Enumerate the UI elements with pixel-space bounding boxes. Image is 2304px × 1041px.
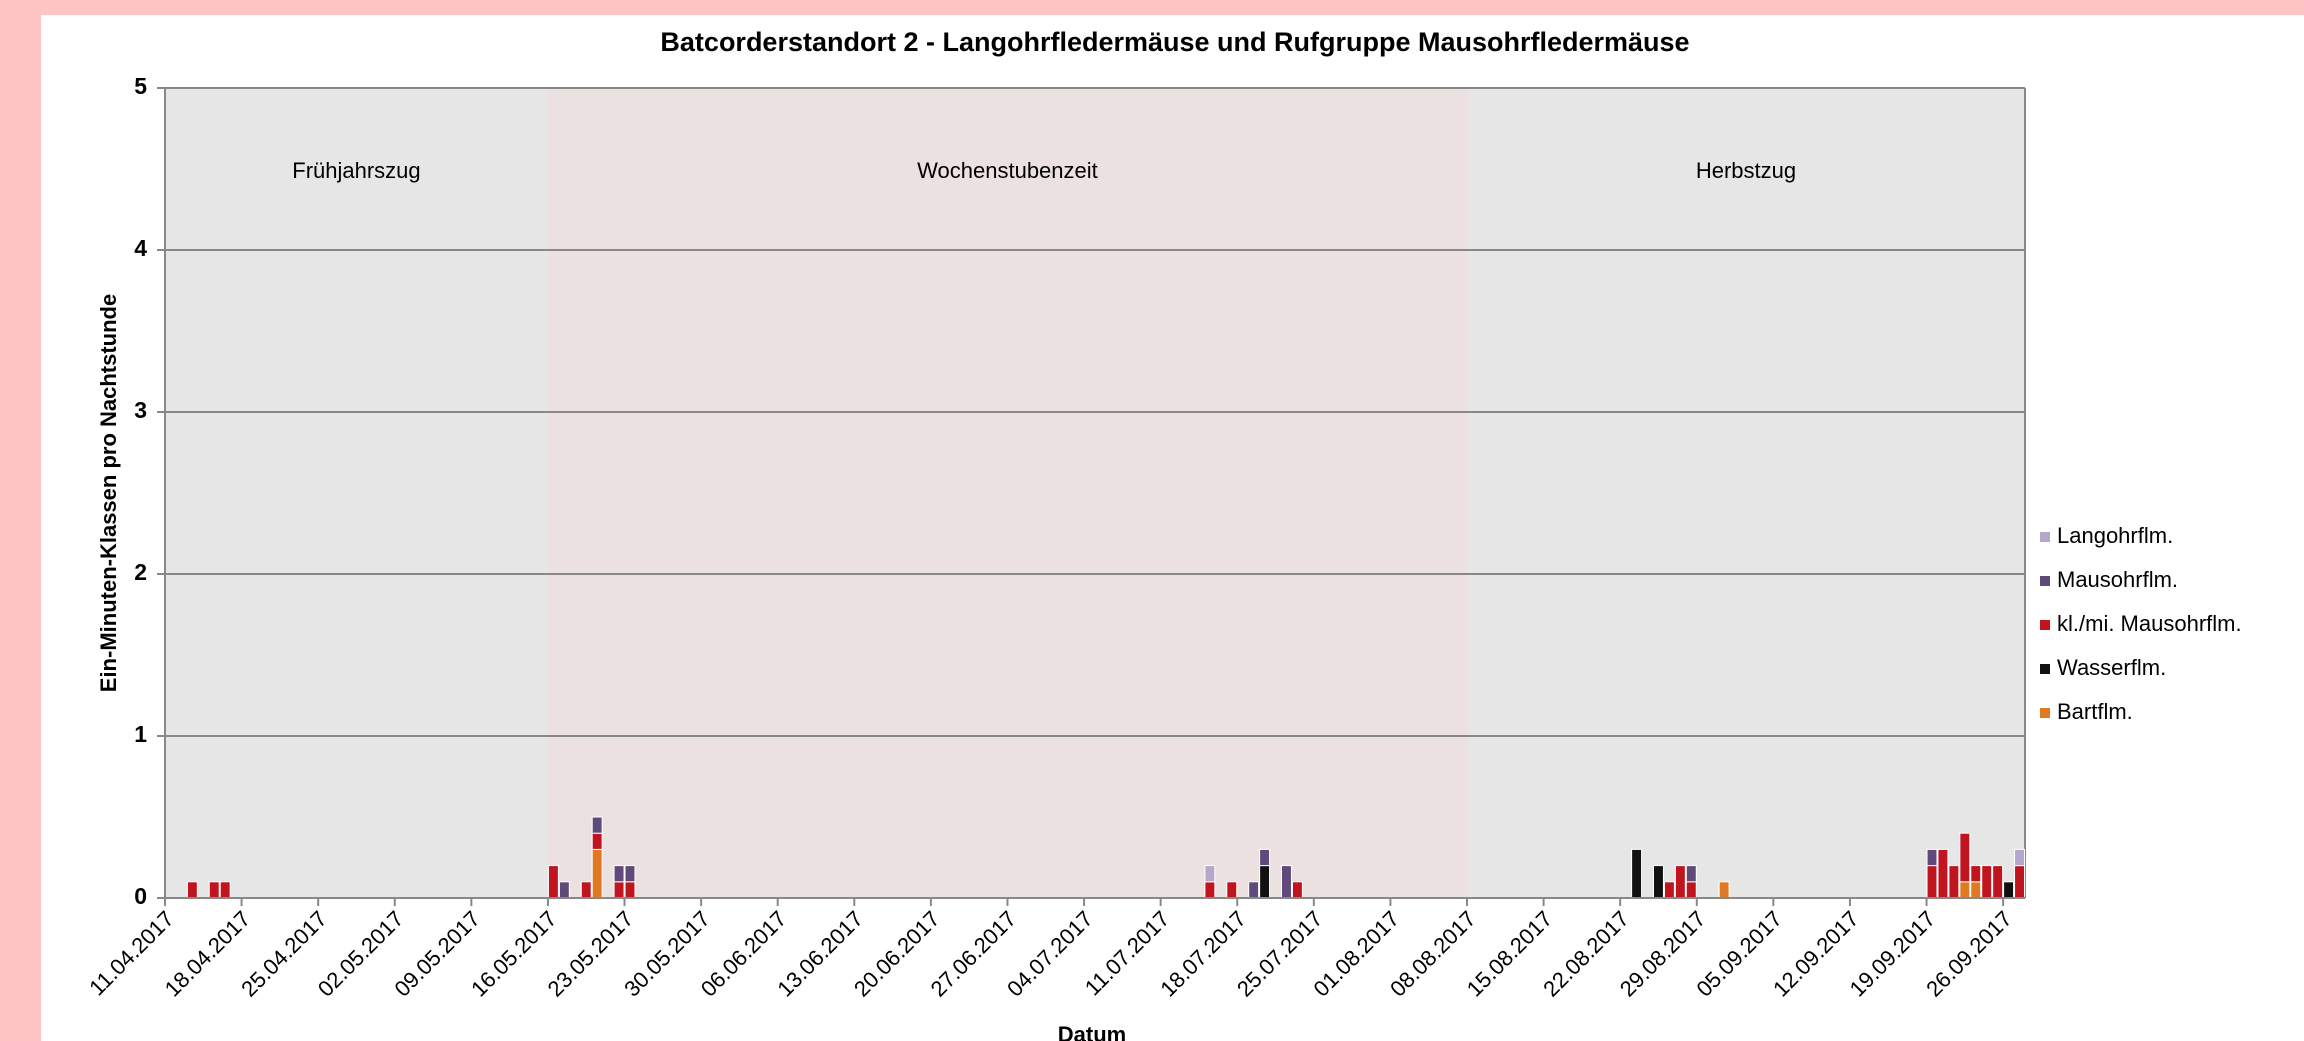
bar-segment [580, 881, 592, 899]
bar-segment [613, 881, 625, 899]
bar-segment [1281, 865, 1292, 899]
bar-segment [2003, 881, 2015, 899]
x-axis-title: Datum [1058, 1022, 1126, 1041]
bar-segment [1718, 881, 1730, 899]
bar-segment [1948, 865, 1960, 899]
bar-segment [1674, 865, 1686, 899]
y-tick-label: 0 [134, 883, 147, 909]
bar-segment [591, 832, 603, 850]
y-tick-label: 1 [134, 721, 147, 747]
legend-swatch [2040, 708, 2050, 718]
legend-swatch [2040, 664, 2050, 674]
bar-segment [591, 816, 603, 834]
bar-segment [1291, 881, 1303, 899]
bar-segment [1992, 865, 2004, 899]
chart-title: Batcorderstandort 2 - Langohrfledermäuse… [660, 27, 1689, 57]
legend-swatch [2040, 576, 2050, 586]
bar-segment [1248, 881, 1260, 899]
bar-segment [624, 881, 636, 899]
bar-segment [1631, 848, 1643, 899]
bar-segment [558, 881, 570, 899]
y-tick-label: 2 [134, 559, 147, 585]
bar-segment [1959, 832, 1971, 883]
period-band [165, 88, 548, 898]
bar-segment [1937, 848, 1949, 899]
legend-label: Mausohrflm. [2057, 567, 2178, 592]
bar-segment [1663, 881, 1675, 899]
y-tick-label: 4 [134, 235, 147, 261]
bar-segment [186, 881, 198, 899]
bar-segment [1970, 865, 1982, 883]
period-band [547, 88, 1467, 898]
bar-segment [624, 865, 636, 883]
bar-segment [1926, 865, 1938, 899]
legend-label: Langohrflm. [2057, 523, 2173, 548]
bar-segment [1204, 865, 1216, 883]
bar-segment [547, 865, 559, 899]
y-tick-label: 3 [134, 397, 147, 423]
bar-segment [2014, 848, 2026, 867]
bar-segment [1259, 865, 1271, 899]
bar-segment [208, 881, 220, 899]
legend-label: Bartflm. [2057, 699, 2133, 724]
legend-label: Wasserflm. [2057, 655, 2166, 680]
legend-swatch [2040, 620, 2050, 630]
bar-segment [1685, 865, 1697, 883]
bar-segment [1226, 881, 1238, 899]
bar-segment [1981, 865, 1993, 899]
bar-segment [1970, 881, 1982, 899]
bar-segment [591, 848, 603, 899]
bar-segment [1959, 881, 1971, 899]
period-label: Frühjahrszug [292, 158, 420, 183]
y-axis-title: Ein-Minuten-Klassen pro Nachtstunde [96, 294, 121, 692]
bar-segment [219, 881, 231, 899]
bar-segment [1259, 848, 1271, 867]
period-label: Herbstzug [1696, 158, 1796, 183]
legend-label: kl./mi. Mausohrflm. [2057, 611, 2242, 636]
bar-segment [1926, 848, 1938, 867]
period-band [1467, 88, 2025, 898]
bar-segment [613, 865, 625, 883]
legend-swatch [2040, 532, 2050, 542]
period-label: Wochenstubenzeit [917, 158, 1098, 183]
bar-segment [1653, 865, 1664, 899]
bar-segment [2014, 865, 2026, 899]
bar-segment [1204, 881, 1216, 899]
y-tick-label: 5 [134, 73, 147, 99]
bar-segment [1685, 881, 1697, 899]
